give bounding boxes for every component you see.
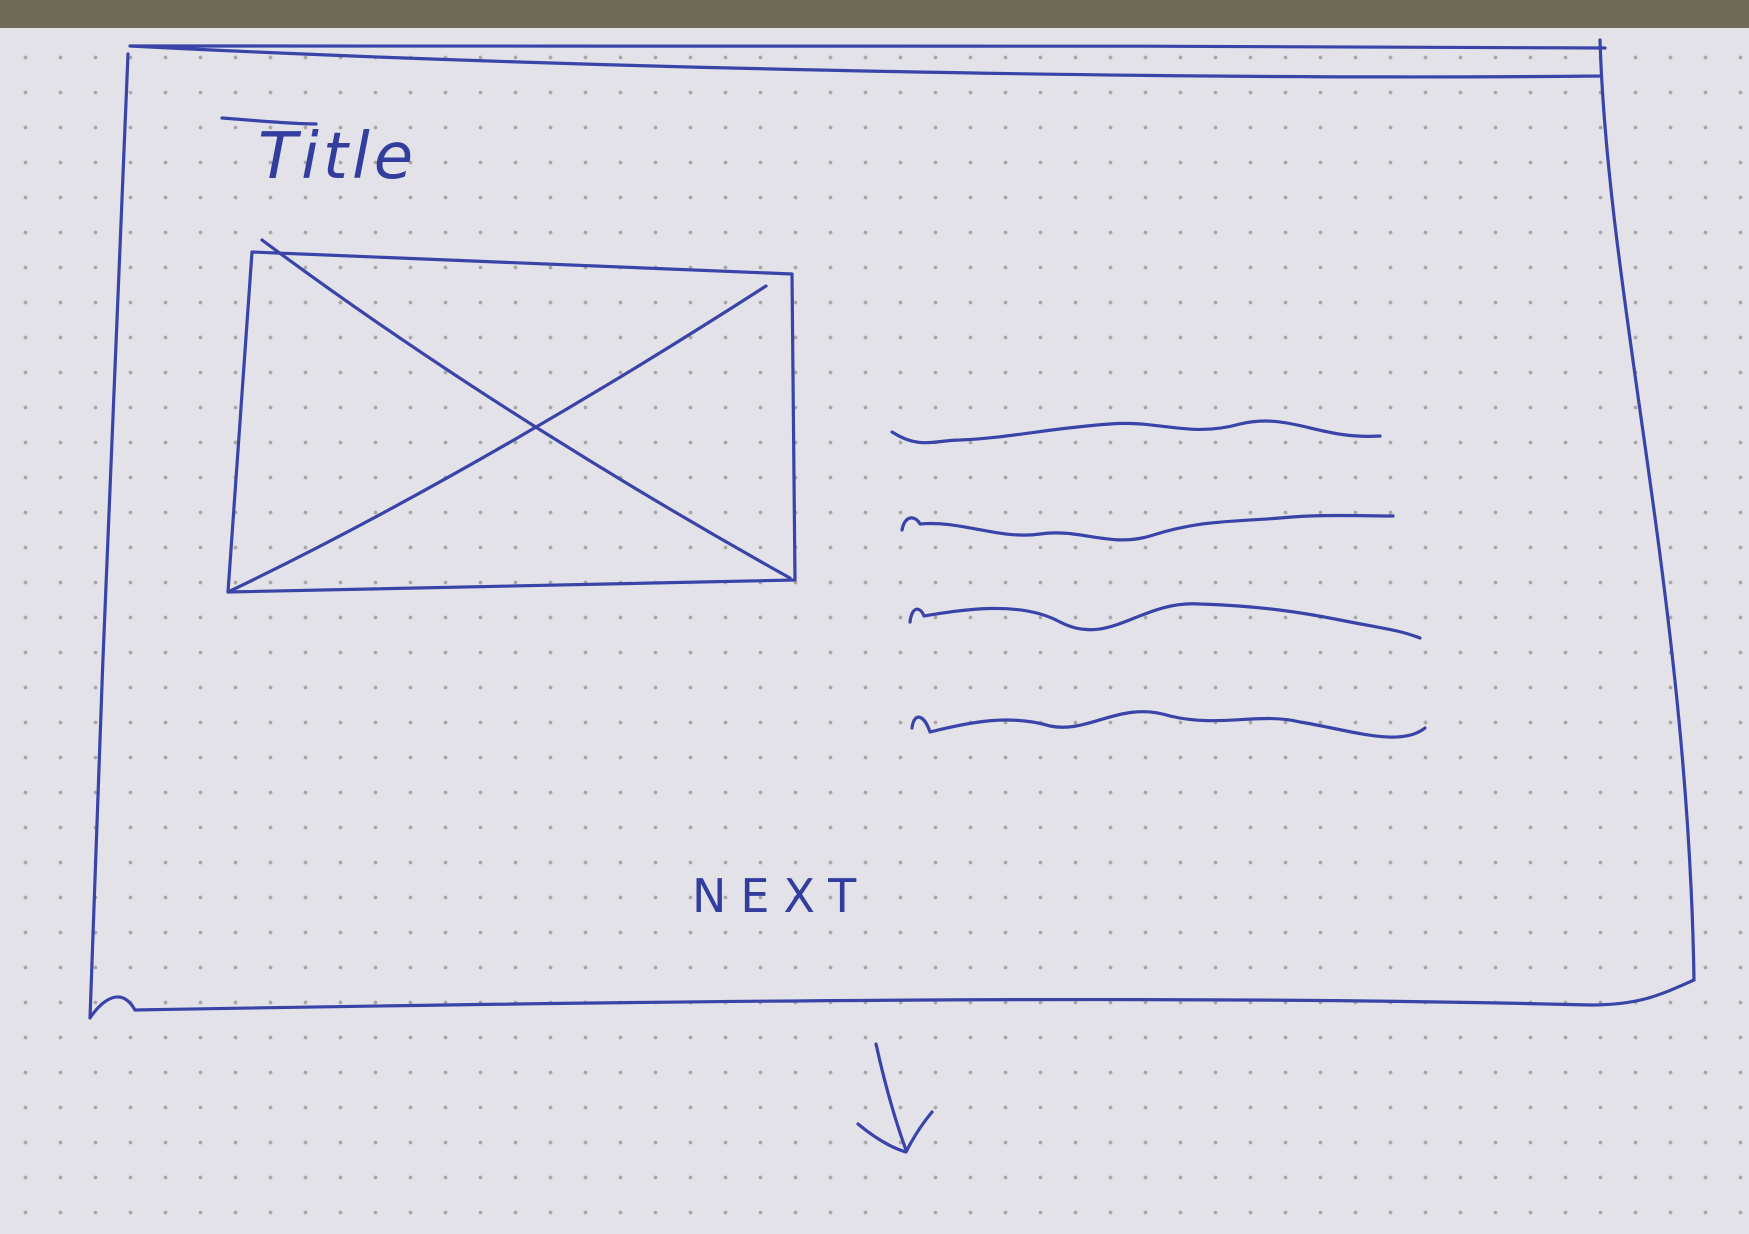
text-line-1 (890, 419, 1382, 445)
page-title: Title (258, 120, 417, 194)
title-heading: Title (220, 116, 417, 194)
dotted-paper (0, 28, 1749, 1234)
arrow-down-shaft (874, 1042, 908, 1152)
arrow-down-head (856, 1110, 934, 1154)
image-placeholder-frame (226, 250, 797, 594)
text-lines (890, 419, 1427, 739)
text-line-3 (908, 602, 1422, 640)
next-button[interactable]: NEXT (692, 869, 870, 923)
image-placeholder (226, 238, 797, 594)
text-line-4 (910, 710, 1427, 739)
arrow-down-icon (856, 1042, 934, 1154)
text-line-2 (900, 513, 1395, 542)
title-t-stroke (220, 116, 318, 126)
screen-frame (88, 38, 1696, 1020)
image-placeholder-cross (226, 238, 792, 594)
